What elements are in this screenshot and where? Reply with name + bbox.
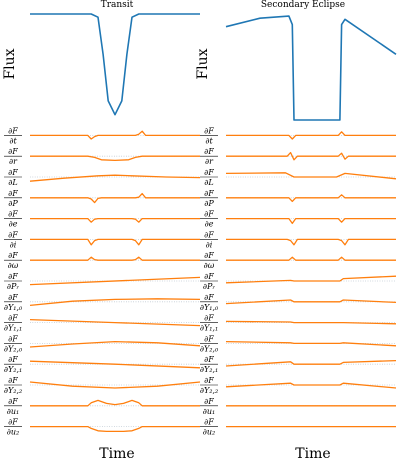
- derivative-label-den: ∂i: [10, 240, 17, 249]
- derivative-label-num: ∂F: [8, 272, 18, 281]
- derivative-label-den: ∂Y₂,₁: [200, 365, 218, 374]
- derivative-curve: [225, 340, 397, 347]
- derivative-label-den: ∂u₂: [203, 428, 216, 437]
- derivative-curve: [30, 425, 200, 433]
- derivative-curve: [29, 381, 201, 389]
- derivative-label-den: ∂P: [204, 199, 214, 208]
- derivative-curve: [30, 155, 200, 162]
- derivative-label-num: ∂F: [8, 168, 18, 177]
- derivative-label-num: ∂F: [8, 334, 18, 343]
- derivative-label-num: ∂F: [204, 397, 214, 406]
- derivative-curve: [225, 299, 397, 305]
- derivative-label-den: ∂Y₁,₀: [4, 303, 23, 312]
- derivative-label-den: ∂e: [205, 220, 214, 229]
- derivative-label-num: ∂F: [204, 314, 214, 323]
- derivative-curve: [225, 359, 397, 367]
- derivative-label-den: ∂i: [206, 240, 213, 249]
- derivative-curve: [30, 399, 200, 407]
- derivative-label-num: ∂F: [8, 397, 18, 406]
- derivative-label-num: ∂F: [8, 230, 18, 239]
- derivative-label-num: ∂F: [204, 210, 214, 219]
- derivative-label-den: ∂e: [9, 220, 18, 229]
- derivative-label-den: ∂L: [8, 178, 17, 187]
- derivative-curve: [29, 318, 201, 327]
- derivative-label-den: ∂P: [8, 199, 18, 208]
- derivative-curve: [30, 256, 200, 261]
- derivative-label-num: ∂F: [204, 251, 214, 260]
- derivative-curve: [226, 217, 396, 225]
- derivative-label-den: ∂Pᵣ: [7, 282, 20, 291]
- derivative-label-num: ∂F: [204, 293, 214, 302]
- derivative-label-num: ∂F: [204, 147, 214, 156]
- derivative-curve: [30, 217, 200, 223]
- derivative-label-den: ∂u₁: [7, 407, 20, 416]
- flux-ylabel-left: Flux: [2, 48, 18, 79]
- derivative-label-num: ∂F: [204, 189, 214, 198]
- derivative-label-num: ∂F: [204, 355, 214, 364]
- derivative-label-den: ∂Y₁,₁: [4, 324, 22, 333]
- derivative-label-num: ∂F: [8, 314, 18, 323]
- derivative-label-den: ∂u₂: [7, 428, 20, 437]
- flux-curve-eclipse: [225, 15, 397, 121]
- derivative-label-den: ∂Pᵣ: [203, 282, 216, 291]
- derivative-label-den: ∂r: [9, 157, 18, 166]
- derivative-label-den: ∂r: [205, 157, 214, 166]
- derivative-label-den: ∂ω: [204, 261, 215, 270]
- xlabel-right: Time: [295, 446, 330, 462]
- derivative-label-den: ∂t: [9, 136, 17, 145]
- derivative-label-den: ∂Y₂,₂: [4, 386, 22, 395]
- flux-curve-transit: [30, 13, 200, 116]
- derivative-label-den: ∂u₁: [203, 407, 216, 416]
- derivative-curve: [226, 256, 396, 261]
- derivative-curve: [225, 320, 397, 325]
- derivative-label-den: ∂Y₂,₀: [4, 344, 23, 353]
- derivative-label-num: ∂F: [8, 418, 18, 427]
- derivative-label-den: ∂Y₂,₂: [200, 386, 218, 395]
- derivative-label-num: ∂F: [8, 355, 18, 364]
- xlabel-left: Time: [99, 446, 134, 462]
- derivative-label-num: ∂F: [204, 272, 214, 281]
- derivative-label-num: ∂F: [204, 418, 214, 427]
- derivative-label-num: ∂F: [8, 147, 18, 156]
- derivative-curve: [225, 275, 397, 284]
- derivative-label-num: ∂F: [204, 230, 214, 239]
- derivative-label-den: ∂ω: [8, 261, 19, 270]
- derivative-curve: [29, 174, 201, 182]
- derivative-label-num: ∂F: [8, 126, 18, 135]
- derivative-curve: [30, 238, 200, 246]
- derivative-label-num: ∂F: [204, 168, 214, 177]
- derivative-curve: [29, 340, 201, 348]
- derivative-curve: [30, 130, 200, 140]
- derivative-curve: [29, 276, 201, 286]
- panel-title-left: Transit: [101, 0, 134, 10]
- derivative-curve: [225, 382, 397, 389]
- derivative-label-den: ∂Y₁,₁: [200, 324, 218, 333]
- derivative-curve: [225, 172, 397, 180]
- derivative-label-num: ∂F: [204, 376, 214, 385]
- derivative-label-den: ∂L: [204, 178, 213, 187]
- derivative-curve: [29, 298, 201, 307]
- panel-title-right: Secondary Eclipse: [261, 0, 345, 10]
- derivative-label-num: ∂F: [8, 210, 18, 219]
- derivative-label-num: ∂F: [8, 293, 18, 302]
- derivative-curve: [29, 360, 201, 369]
- derivative-label-num: ∂F: [8, 376, 18, 385]
- derivative-curve: [30, 192, 200, 204]
- derivative-label-num: ∂F: [8, 189, 18, 198]
- derivative-label-den: ∂Y₁,₀: [200, 303, 219, 312]
- derivative-label-den: ∂Y₂,₀: [200, 344, 219, 353]
- derivative-label-num: ∂F: [8, 251, 18, 260]
- derivative-label-den: ∂t: [205, 136, 213, 145]
- derivative-curve: [226, 131, 396, 140]
- derivative-label-num: ∂F: [204, 334, 214, 343]
- derivative-curve: [226, 238, 396, 246]
- flux-ylabel-right: Flux: [195, 48, 211, 79]
- derivative-curve: [226, 151, 396, 161]
- derivative-label-den: ∂Y₂,₁: [4, 365, 22, 374]
- derivative-label-num: ∂F: [204, 126, 214, 135]
- derivative-curve: [226, 194, 396, 203]
